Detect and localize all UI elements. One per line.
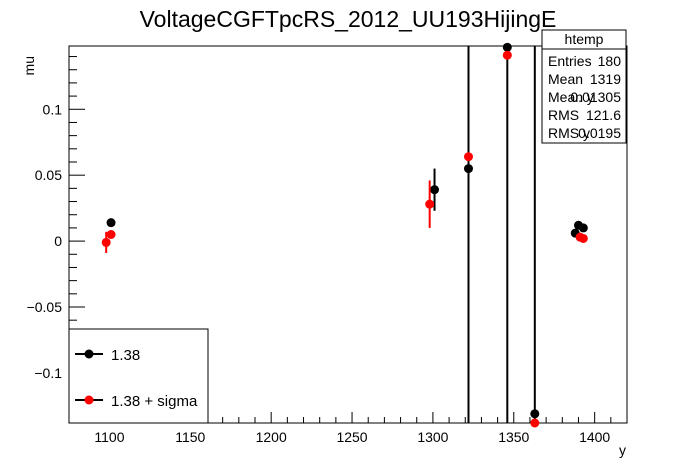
data-point [463,152,473,162]
stats-value-mean-y: 0.01305 [570,89,621,105]
data-point [430,185,440,195]
stats-value-rms: 121.6 [586,107,621,123]
y-axis-ticks: −0.1 −0.05 0 0.05 0.1 [27,56,85,413]
data-point [106,218,116,228]
x-tick-label: 1150 [175,429,205,445]
legend: 1.38 1.38 + sigma [68,328,209,424]
y-tick-label: 0.1 [43,101,63,117]
x-axis-ticks: 1100 1150 1200 1250 1300 1350 1400 [76,412,628,445]
stats-label-mean: Mean [548,71,583,87]
x-tick-label: 1300 [417,429,448,445]
series-layer [101,42,588,428]
data-point [101,237,111,247]
y-tick-label: −0.1 [34,365,62,381]
x-tick-label: 1200 [256,429,287,445]
legend-label-series-2: 1.38 + sigma [111,393,198,410]
stats-label-mean-y: Mean y [548,89,594,105]
data-point [425,199,435,209]
chart-title: VoltageCGFTpcRS_2012_UU193HijingE [140,6,557,32]
data-point [463,164,473,174]
stats-value-entries: 180 [598,53,622,69]
data-point [502,42,512,52]
data-point [578,233,588,243]
legend-marker-series-1 [84,349,94,359]
x-tick-label: 1350 [498,429,529,445]
x-axis-label: y [619,442,626,458]
y-axis-label: mu [21,56,37,75]
x-tick-label: 1100 [94,429,124,445]
series-2 [101,50,588,428]
stats-value-mean: 1319 [590,71,621,87]
x-tick-label: 1400 [579,429,610,445]
x-tick-label: 1250 [336,429,367,445]
stats-label-entries: Entries [548,53,592,69]
data-point [578,223,588,233]
legend-box [68,328,209,424]
y-tick-label: −0.05 [27,299,63,315]
y-tick-label: 0 [54,233,62,249]
legend-label-series-1: 1.38 [111,347,140,364]
data-point [530,418,540,428]
series-1 [106,42,588,423]
data-point [530,409,540,419]
stats-value-rms-y: 0.0195 [578,125,621,141]
y-tick-label: 0.05 [35,167,62,183]
stats-label-rms: RMS [548,107,579,123]
stats-box: htemp Entries 180 Mean 1319 Mean y 0.013… [541,29,627,144]
legend-marker-series-2 [84,395,94,405]
stats-box-title: htemp [565,31,604,47]
data-point [502,50,512,60]
plot-frame [68,45,628,424]
data-point [106,230,116,239]
stats-label-rms-y: RMS y [548,125,590,141]
